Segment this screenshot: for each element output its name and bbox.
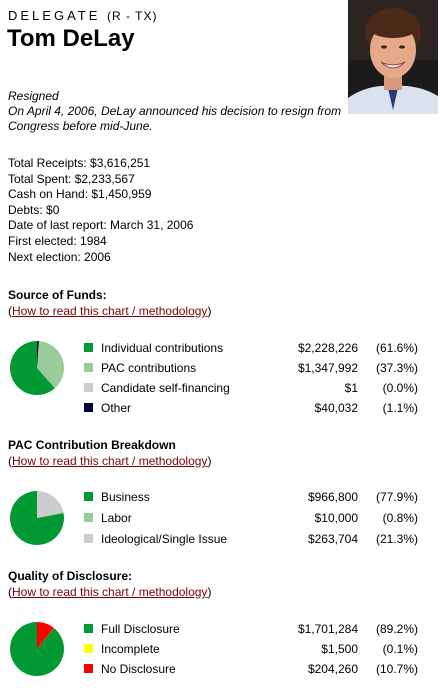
stat-debts: Debts: $0 <box>8 202 60 217</box>
legend-percent: (1.1%) <box>382 401 418 415</box>
status-label: Resigned <box>8 89 59 103</box>
pac-breakdown-link-wrap: (How to read this chart / methodology) <box>8 454 212 468</box>
pie-slice-1 <box>37 341 64 389</box>
disclosure-title: Quality of Disclosure: <box>8 569 133 583</box>
pie-slice-1 <box>37 511 64 518</box>
legend-amount: $1,701,284 <box>297 622 358 636</box>
legend-amount: $263,704 <box>307 532 358 546</box>
legend-amount: $966,800 <box>307 490 358 504</box>
legend-label: PAC contributions <box>101 361 197 375</box>
legend-swatch <box>84 534 93 543</box>
status-block: Resigned On April 4, 2006, DeLay announc… <box>8 89 348 134</box>
legend-percent: (10.7%) <box>375 662 418 676</box>
source-of-funds-legend: Individual contributions $2,228,226 (61.… <box>0 339 440 419</box>
stat-total-receipts: Total Receipts: $3,616,251 <box>8 156 151 170</box>
legend-swatch <box>84 624 93 633</box>
pac-breakdown-legend: Business $966,800 (77.9%) Labor $10,000 … <box>0 488 440 550</box>
legend-amount: $1 <box>344 381 358 395</box>
legend-label: Labor <box>101 511 132 525</box>
pac-breakdown-title: PAC Contribution Breakdown <box>8 438 176 452</box>
legend-swatch <box>84 644 93 653</box>
disclosure-pie <box>10 622 65 676</box>
legend-row-incomplete: Incomplete $1,500 (0.1%) <box>84 640 430 658</box>
legend-row-other: Other $40,032 (1.1%) <box>84 399 430 417</box>
legend-row-business: Business $966,800 (77.9%) <box>84 488 430 506</box>
pie-slice-0 <box>10 491 64 545</box>
pie-slice-0 <box>10 622 65 676</box>
legend-swatch <box>84 363 93 372</box>
stat-cash-on-hand: Cash on Hand: $1,450,959 <box>8 187 152 202</box>
legend-swatch <box>84 492 93 501</box>
source-of-funds-title: Source of Funds: <box>8 288 107 302</box>
legend-swatch <box>84 664 93 673</box>
portrait-image <box>348 0 438 114</box>
legend-row-no-disclosure: No Disclosure $204,260 (10.7%) <box>84 660 430 678</box>
pie-slice-0 <box>9 341 55 395</box>
legend-label: No Disclosure <box>101 662 176 676</box>
legend-label: Full Disclosure <box>101 622 180 636</box>
legend-amount: $40,032 <box>314 401 358 415</box>
member-role: DELEGATE (R - TX) <box>8 8 157 23</box>
pie-slice-2 <box>37 491 64 518</box>
legend-row-self-financing: Candidate self-financing $1 (0.0%) <box>84 379 430 397</box>
role-label: DELEGATE <box>8 8 101 23</box>
legend-swatch <box>84 513 93 522</box>
legend-percent: (0.8%) <box>382 511 418 525</box>
source-of-funds-pie <box>9 341 64 395</box>
status-note: On April 4, 2006, DeLay announced his de… <box>8 104 342 133</box>
legend-label: Candidate self-financing <box>101 381 230 395</box>
legend-swatch <box>84 383 93 392</box>
pie-slice-1 <box>37 627 54 649</box>
member-photo <box>348 0 438 114</box>
legend-label: Individual contributions <box>101 341 224 355</box>
legend-row-individual: Individual contributions $2,228,226 (61.… <box>84 339 430 357</box>
legend-percent: (61.6%) <box>375 341 418 355</box>
legend-swatch <box>84 403 93 412</box>
legend-percent: (0.1%) <box>382 642 418 656</box>
pac-breakdown-pie <box>10 491 64 545</box>
stat-last-report: Date of last report: March 31, 2006 <box>8 218 194 233</box>
legend-percent: (0.0%) <box>382 381 418 395</box>
disclosure-methodology-link[interactable]: How to read this chart / methodology <box>12 585 208 599</box>
legend-label: Other <box>101 401 132 415</box>
legend-row-ideological: Ideological/Single Issue $263,704 (21.3%… <box>84 530 430 548</box>
legend-amount: $1,347,992 <box>297 361 358 375</box>
legend-swatch <box>84 343 93 352</box>
legend-label: Ideological/Single Issue <box>101 532 228 546</box>
legend-row-pac: PAC contributions $1,347,992 (37.3%) <box>84 359 430 377</box>
source-of-funds-link-wrap: (How to read this chart / methodology) <box>8 304 212 318</box>
legend-row-labor: Labor $10,000 (0.8%) <box>84 509 430 527</box>
pie-slice-2 <box>37 622 54 649</box>
member-name: Tom DeLay <box>7 25 135 52</box>
legend-amount: $2,228,226 <box>297 341 358 355</box>
legend-percent: (21.3%) <box>375 532 418 546</box>
stat-next-election: Next election: 2006 <box>8 249 111 264</box>
legend-amount: $10,000 <box>314 511 358 525</box>
disclosure-link-wrap: (How to read this chart / methodology) <box>8 585 212 599</box>
legend-percent: (37.3%) <box>375 361 418 375</box>
legend-percent: (89.2%) <box>375 622 418 636</box>
legend-amount: $204,260 <box>307 662 358 676</box>
pie-slice-3 <box>37 341 39 368</box>
pac-breakdown-methodology-link[interactable]: How to read this chart / methodology <box>12 454 208 468</box>
source-of-funds-methodology-link[interactable]: How to read this chart / methodology <box>12 304 208 318</box>
financial-summary: Total Receipts: $3,616,251 Total Spent: … <box>8 156 193 265</box>
legend-label: Business <box>101 490 150 504</box>
legend-amount: $1,500 <box>321 642 358 656</box>
stat-first-elected: First elected: 1984 <box>8 233 107 248</box>
legend-percent: (77.9%) <box>375 490 418 504</box>
legend-label: Incomplete <box>101 642 160 656</box>
disclosure-legend: Full Disclosure $1,701,284 (89.2%) Incom… <box>0 620 440 682</box>
stat-total-spent: Total Spent: $2,233,567 <box>8 171 135 186</box>
party-label: (R - TX) <box>107 9 158 23</box>
legend-row-full-disclosure: Full Disclosure $1,701,284 (89.2%) <box>84 620 430 638</box>
